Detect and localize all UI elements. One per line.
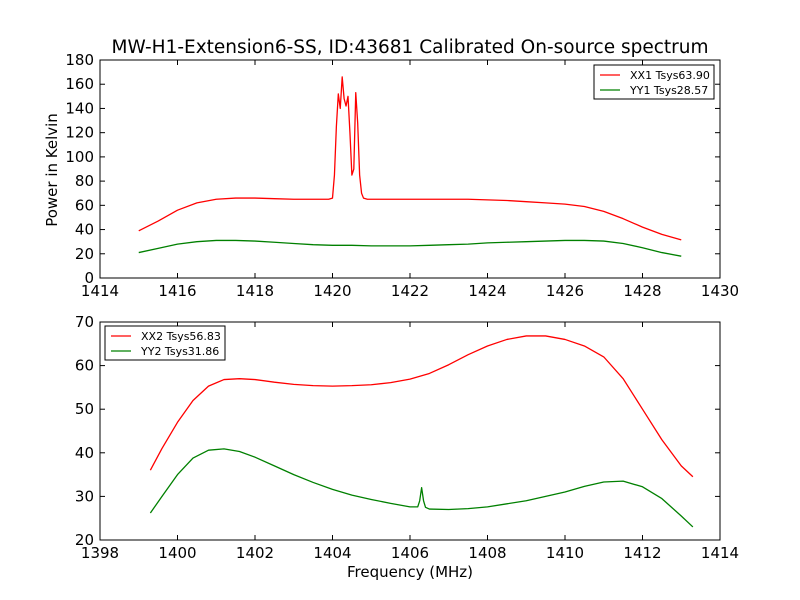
legend-entry: XX2 Tsys56.83	[141, 330, 221, 343]
y-tick-label: 0	[84, 269, 94, 287]
y-tick-label: 80	[75, 172, 94, 190]
x-tick-label: 1428	[623, 282, 661, 300]
x-tick-label: 1406	[391, 544, 429, 562]
top-panel: 1414 1416 1418 1420 1422 1424 1426 1428 1430 0 20 4…	[65, 51, 739, 300]
legend-box-panel-1	[593, 64, 715, 100]
y-tick-label: 20	[75, 531, 94, 549]
y-tick-label: 100	[65, 148, 94, 166]
x-tick-label: 1414	[701, 544, 739, 562]
x-tick-label: 1418	[236, 282, 274, 300]
series-line-2-panel-1	[138, 239, 682, 257]
y-tick-label: 60	[75, 357, 94, 375]
x-tick-label: 1408	[468, 544, 506, 562]
legend-entry: XX1 Tsys63.90	[630, 69, 710, 82]
y-tick-label: 50	[75, 400, 94, 418]
x-axis-label: Frequency (MHz)	[347, 563, 473, 581]
x-tick-label: 1420	[313, 282, 351, 300]
legend-entry: YY2 Tsys31.86	[140, 345, 219, 358]
x-tick-label: 1412	[623, 544, 661, 562]
x-tick-label: 1422	[391, 282, 429, 300]
series-line-1-panel-1	[138, 76, 682, 241]
series-line-1-panel-2	[149, 335, 694, 478]
y-tick-label: 70	[75, 313, 94, 331]
x-tick-label: 1398	[81, 544, 119, 562]
x-tick-label: 1414	[81, 282, 119, 300]
y-tick-label: 40	[75, 221, 94, 239]
bottom-panel: 1398 1400 1402 1404 1406 1408 1410 1412 1414 20 30…	[75, 313, 739, 562]
x-tick-label: 1400	[158, 544, 196, 562]
x-tick-label: 1402	[236, 544, 274, 562]
y-tick-label: 60	[75, 196, 94, 214]
x-tick-label: 1430	[701, 282, 739, 300]
y-tick-label: 140	[65, 99, 94, 117]
legend-box-panel-2	[104, 325, 226, 361]
x-tick-label: 1410	[546, 544, 584, 562]
legend-entry: YY1 Tsys28.57	[629, 84, 708, 97]
chart-title: MW-H1-Extension6-SS, ID:43681 Calibrated…	[111, 37, 708, 58]
series-line-2-panel-2	[149, 448, 694, 528]
x-tick-label: 1424	[468, 282, 506, 300]
x-tick-label: 1426	[546, 282, 584, 300]
y-tick-label: 180	[65, 51, 94, 69]
y-tick-label: 160	[65, 75, 94, 93]
y-tick-label: 30	[75, 487, 94, 505]
x-tick-label: 1416	[158, 282, 196, 300]
y-axis-label: Power in Kelvin	[43, 113, 61, 227]
x-tick-label: 1404	[313, 544, 351, 562]
y-tick-label: 40	[75, 444, 94, 462]
y-tick-label: 120	[65, 124, 94, 142]
y-tick-label: 20	[75, 245, 94, 263]
